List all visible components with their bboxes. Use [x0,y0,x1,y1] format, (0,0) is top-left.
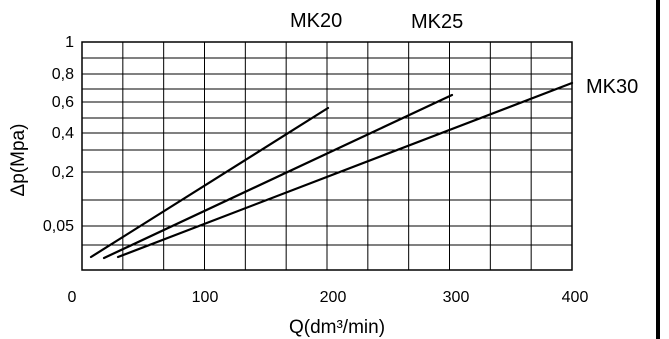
series-lines [89,81,574,260]
x-tick-label: 0 [68,289,77,306]
x-axis-label: Q(dm³/min) [289,317,385,338]
x-tick-labels: 0 100 200 300 400 [68,289,589,306]
y-tick-labels: 1 0,8 0,6 0,4 0,2 0,05 [43,34,74,235]
x-tick-label: 200 [320,289,347,306]
x-tick-label: 100 [192,289,219,306]
series-labels: MK20 MK25 MK30 [290,10,638,98]
series-label-mk25: MK25 [411,11,463,33]
y-tick-label: 0,05 [43,218,74,235]
series-line-mk30 [116,81,574,259]
series-line-mk20 [89,106,330,259]
horizontal-gridlines [82,57,572,246]
y-tick-label: 0,6 [52,94,74,111]
vertical-gridlines [122,42,532,270]
y-tick-label: 1 [65,34,74,51]
right-edge-border [656,0,660,339]
y-tick-label: 0,4 [52,125,74,142]
series-label-mk30: MK30 [586,76,638,98]
x-tick-label: 400 [562,289,589,306]
series-label-mk20: MK20 [290,10,342,32]
y-axis-label: Δp(Mpa) [8,124,29,197]
y-tick-label: 0,2 [52,164,74,181]
series-line-mk25 [102,93,454,260]
plot-frame [81,41,573,271]
x-tick-label: 300 [443,289,470,306]
y-tick-label: 0,8 [52,66,74,83]
